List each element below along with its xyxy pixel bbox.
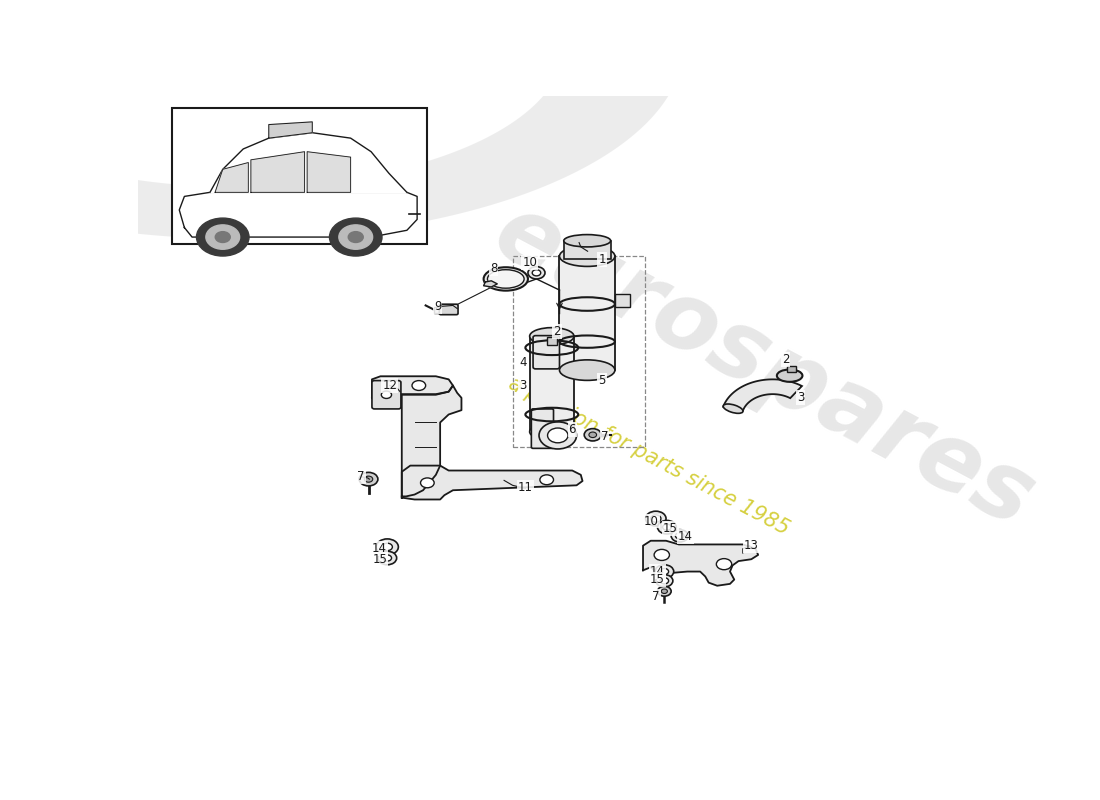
Text: 4: 4	[519, 356, 527, 369]
Text: 6: 6	[569, 423, 576, 436]
Circle shape	[206, 225, 240, 250]
Ellipse shape	[530, 423, 574, 440]
Circle shape	[658, 521, 676, 534]
Text: 3: 3	[798, 391, 804, 404]
Circle shape	[660, 578, 669, 584]
Text: 15: 15	[372, 553, 387, 566]
Ellipse shape	[484, 267, 528, 290]
Circle shape	[548, 428, 568, 443]
Circle shape	[216, 232, 230, 242]
Circle shape	[349, 232, 363, 242]
Polygon shape	[402, 386, 462, 496]
Circle shape	[540, 475, 553, 485]
Bar	[788, 366, 795, 372]
Polygon shape	[723, 379, 802, 410]
Polygon shape	[372, 376, 453, 398]
Text: 14: 14	[372, 542, 387, 555]
Ellipse shape	[487, 270, 524, 288]
Text: 1: 1	[598, 253, 606, 266]
Circle shape	[588, 432, 596, 438]
FancyBboxPatch shape	[439, 304, 458, 314]
Text: 2: 2	[782, 353, 789, 366]
Text: 8: 8	[491, 262, 497, 275]
Polygon shape	[644, 541, 758, 586]
FancyBboxPatch shape	[560, 256, 615, 370]
Ellipse shape	[541, 430, 575, 441]
Circle shape	[654, 550, 670, 561]
Polygon shape	[251, 152, 305, 192]
Circle shape	[716, 558, 732, 570]
Circle shape	[646, 511, 666, 526]
Polygon shape	[0, 59, 681, 239]
Circle shape	[675, 533, 684, 539]
Circle shape	[412, 381, 426, 390]
Text: 7: 7	[601, 430, 608, 442]
Text: 7: 7	[652, 590, 660, 602]
Circle shape	[654, 565, 673, 578]
Text: 2: 2	[553, 325, 561, 338]
Polygon shape	[307, 152, 351, 192]
Circle shape	[661, 589, 668, 594]
Ellipse shape	[563, 234, 611, 247]
FancyBboxPatch shape	[372, 381, 400, 409]
Circle shape	[330, 218, 382, 256]
Text: 13: 13	[744, 539, 759, 552]
Circle shape	[382, 543, 393, 550]
Circle shape	[671, 530, 689, 542]
FancyBboxPatch shape	[534, 336, 560, 369]
Polygon shape	[210, 133, 407, 192]
Text: 3: 3	[519, 379, 527, 392]
FancyBboxPatch shape	[531, 409, 553, 448]
Circle shape	[420, 478, 434, 488]
Text: 5: 5	[598, 374, 606, 387]
Ellipse shape	[530, 328, 574, 345]
Bar	[615, 294, 630, 307]
Circle shape	[197, 218, 249, 256]
Circle shape	[359, 472, 378, 486]
Text: 15: 15	[663, 522, 678, 535]
Text: 10: 10	[645, 514, 659, 527]
Polygon shape	[484, 281, 497, 287]
Circle shape	[364, 476, 373, 482]
Ellipse shape	[723, 404, 743, 414]
Bar	[513, 256, 645, 447]
Polygon shape	[268, 122, 312, 138]
Ellipse shape	[777, 370, 803, 382]
Circle shape	[539, 422, 576, 449]
Circle shape	[378, 551, 397, 565]
Text: eurospares: eurospares	[478, 186, 1049, 548]
Text: 15: 15	[650, 573, 666, 586]
Circle shape	[339, 225, 373, 250]
Text: a passion for parts since 1985: a passion for parts since 1985	[505, 374, 793, 539]
Text: 14: 14	[650, 565, 666, 578]
Circle shape	[376, 539, 398, 555]
Circle shape	[528, 266, 544, 279]
Circle shape	[662, 524, 671, 530]
Text: 11: 11	[518, 481, 532, 494]
Circle shape	[383, 555, 392, 561]
Text: 14: 14	[679, 530, 693, 543]
Circle shape	[382, 391, 392, 398]
Circle shape	[584, 429, 602, 441]
Text: 12: 12	[383, 379, 397, 392]
Bar	[172, 108, 427, 244]
Circle shape	[532, 270, 541, 276]
Circle shape	[651, 515, 661, 522]
Circle shape	[658, 586, 671, 596]
Polygon shape	[402, 466, 583, 499]
Text: 10: 10	[522, 256, 537, 269]
Ellipse shape	[560, 360, 615, 380]
FancyBboxPatch shape	[530, 336, 574, 432]
Bar	[547, 338, 557, 345]
Polygon shape	[216, 162, 249, 192]
Bar	[434, 306, 442, 313]
Text: 9: 9	[433, 300, 441, 313]
Ellipse shape	[560, 246, 615, 266]
Circle shape	[656, 574, 673, 587]
Circle shape	[660, 569, 669, 574]
Text: 7: 7	[358, 470, 364, 483]
Polygon shape	[179, 192, 417, 237]
Bar	[563, 241, 611, 259]
